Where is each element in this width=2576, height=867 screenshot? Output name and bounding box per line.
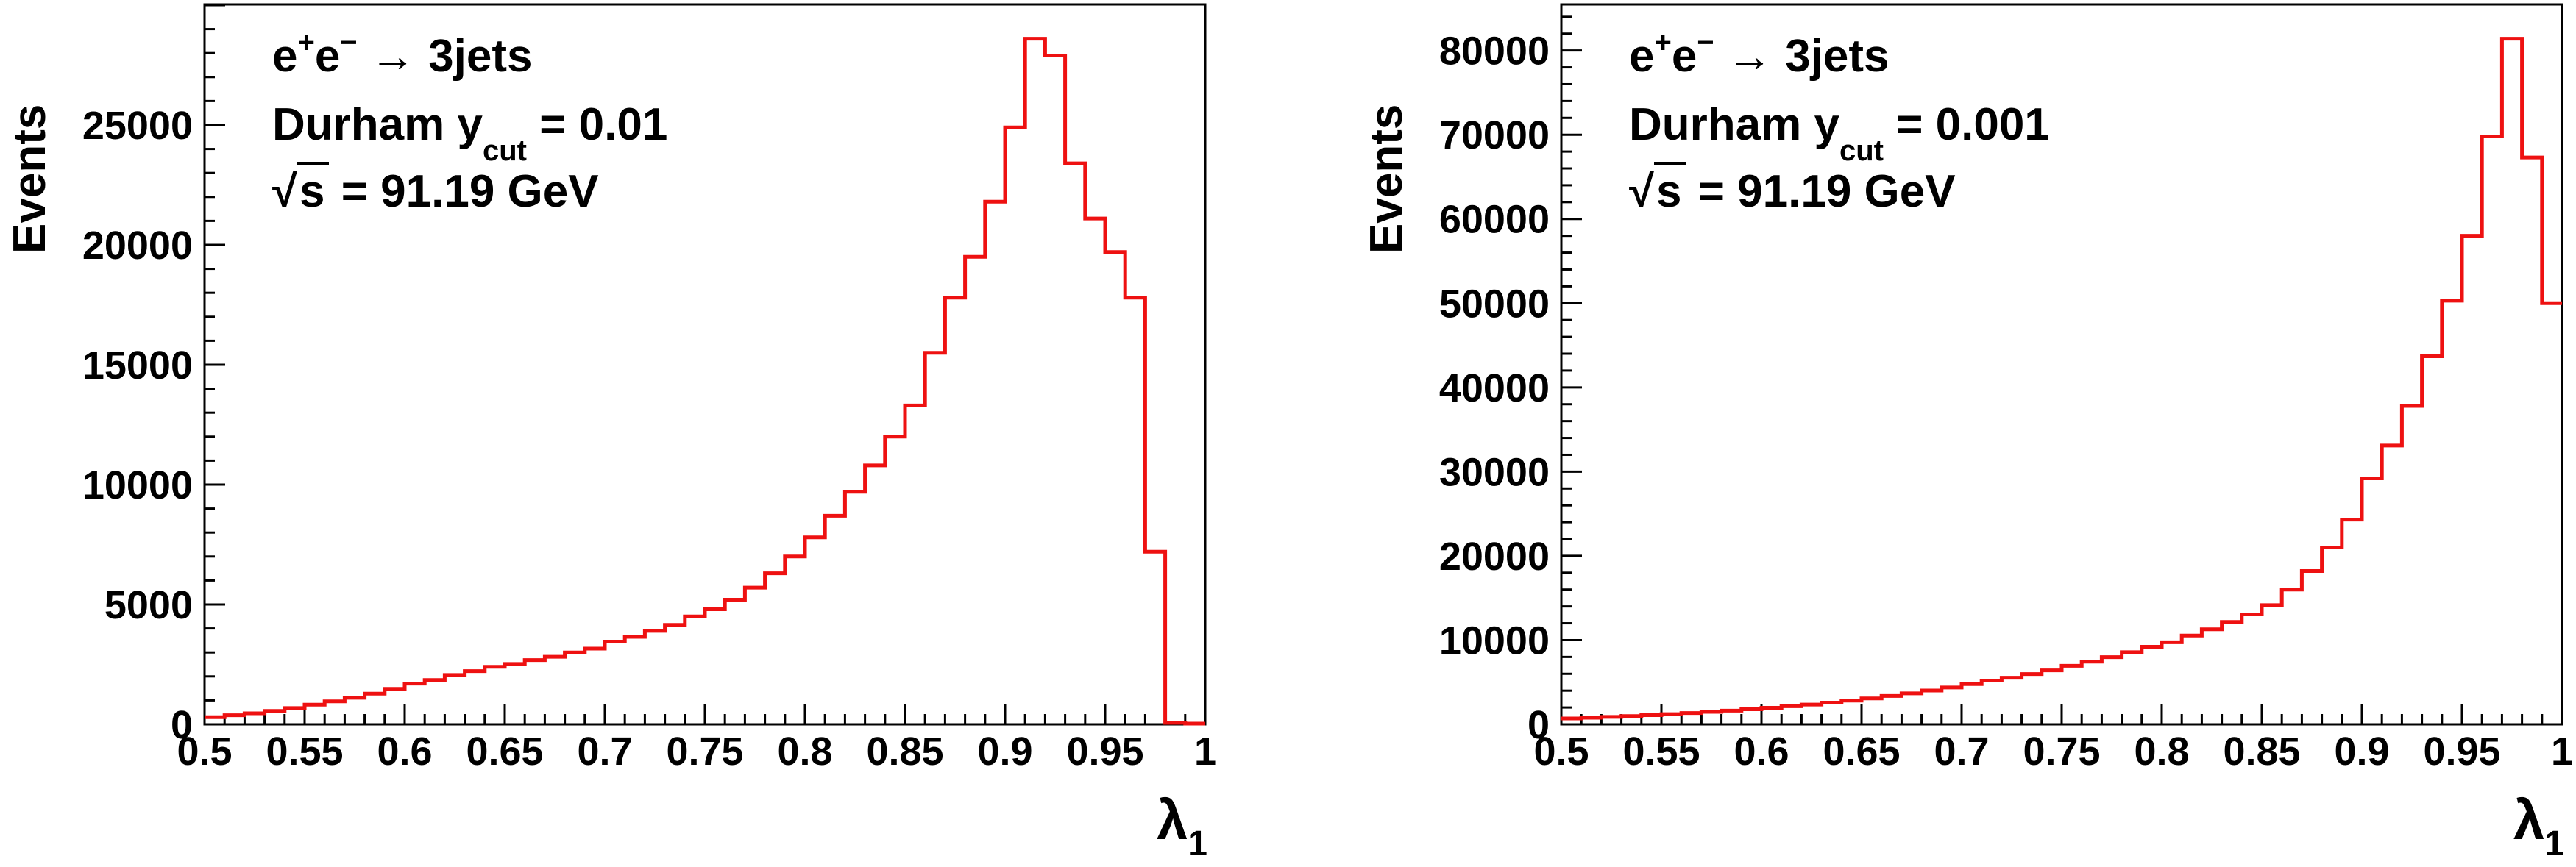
y-tick-label: 40000: [1439, 366, 1550, 410]
x-tick-label: 0.9: [2334, 729, 2389, 774]
y-tick-label: 0: [1527, 703, 1550, 747]
lambda-symbol: λ: [1157, 789, 1188, 852]
ycut-prefix: Durham y: [1629, 99, 1839, 150]
x-tick-label: 0.7: [1934, 729, 1989, 774]
y-tick-label: 20000: [1439, 535, 1550, 579]
y-tick-label: 80000: [1439, 29, 1550, 74]
x-tick-label: 0.75: [666, 729, 743, 774]
lambda-subscript: 1: [2544, 824, 2564, 863]
process-rest: → 3jets: [1714, 31, 1890, 82]
ycut-subscript: cut: [1839, 135, 1884, 167]
x-tick-label: 0.75: [2023, 729, 2100, 774]
process-e1: e: [1629, 31, 1655, 82]
x-tick-label: 0.8: [777, 729, 832, 774]
energy-value: = 91.19 GeV: [328, 166, 599, 217]
sqrt-s: s: [1654, 162, 1686, 217]
x-tick-label: 0.65: [466, 729, 543, 774]
right-annotation-process: e+e− → 3jets: [1629, 28, 1889, 79]
sqrt-icon: √: [1629, 166, 1655, 217]
x-tick-label: 0.6: [1734, 729, 1789, 774]
x-tick-label: 0.95: [2423, 729, 2500, 774]
process-e2: e: [314, 31, 341, 82]
process-sup-plus: +: [1654, 26, 1672, 59]
y-tick-label: 0: [171, 703, 193, 747]
left-annotation-energy: √s = 91.19 GeV: [272, 162, 599, 217]
x-tick-label: 0.9: [977, 729, 1032, 774]
y-tick-label: 25000: [82, 104, 193, 148]
x-tick-label: 1: [2551, 729, 2573, 774]
x-tick-label: 0.55: [266, 729, 343, 774]
process-e2: e: [1671, 31, 1697, 82]
x-tick-label: 0.85: [866, 729, 943, 774]
histogram-line: [1561, 37, 2562, 721]
ycut-prefix: Durham y: [272, 99, 483, 150]
lambda-symbol: λ: [2513, 789, 2545, 852]
y-tick-label: 20000: [82, 224, 193, 268]
process-sup-plus: +: [297, 26, 315, 59]
x-tick-label: 0.5: [177, 729, 232, 774]
sqrt-icon: √: [272, 166, 298, 217]
process-sup-minus: −: [1697, 26, 1714, 59]
pad-left: 0.5 0.55 0.6 0.65 0.7 0.75 0.8 0.85 0.9 0.95 1 0 500…: [82, 3, 1216, 774]
right-annotation-ycut: Durham ycut = 0.001: [1629, 99, 2050, 167]
x-tick-label: 0.5: [1533, 729, 1589, 774]
x-tick-label: 0.65: [1823, 729, 1900, 774]
left-x-axis-title: λ1: [1157, 793, 1207, 862]
energy-value: = 91.19 GeV: [1685, 166, 1956, 217]
process-e1: e: [272, 31, 298, 82]
y-tick-label: 70000: [1439, 113, 1550, 157]
y-tick-label: 10000: [82, 463, 193, 507]
sqrt-s: s: [297, 162, 329, 217]
x-tick-label: 0.8: [2134, 729, 2189, 774]
y-tick-label: 10000: [1439, 618, 1550, 663]
y-tick-label: 30000: [1439, 450, 1550, 494]
left-annotation-ycut: Durham ycut = 0.01: [272, 99, 668, 167]
y-tick-label: 50000: [1439, 282, 1550, 326]
left-annotation-process: e+e− → 3jets: [272, 28, 532, 79]
ycut-value: = 0.01: [526, 99, 668, 150]
right-annotation-energy: √s = 91.19 GeV: [1629, 162, 1956, 217]
process-sup-minus: −: [340, 26, 358, 59]
x-tick-label: 1: [1194, 729, 1216, 774]
left-y-axis-title: Events: [4, 104, 55, 254]
histogram-line: [205, 37, 1205, 726]
y-tick-label: 15000: [82, 343, 193, 388]
x-tick-label: 0.55: [1622, 729, 1700, 774]
y-tick-label: 60000: [1439, 198, 1550, 242]
x-tick-label: 0.7: [577, 729, 632, 774]
y-tick-label: 5000: [104, 583, 193, 627]
pad-right: 0.5 0.55 0.6 0.65 0.7 0.75 0.8 0.85 0.9 0.95 1 0 100…: [1439, 3, 2573, 774]
lambda-subscript: 1: [1188, 824, 1207, 863]
ycut-value: = 0.001: [1883, 99, 2050, 150]
x-tick-label: 0.6: [377, 729, 432, 774]
x-tick-label: 0.85: [2223, 729, 2300, 774]
right-x-axis-title: λ1: [2513, 793, 2564, 862]
ycut-subscript: cut: [482, 135, 527, 167]
process-rest: → 3jets: [357, 31, 533, 82]
right-y-axis-title: Events: [1361, 104, 1412, 254]
x-tick-label: 0.95: [1066, 729, 1143, 774]
